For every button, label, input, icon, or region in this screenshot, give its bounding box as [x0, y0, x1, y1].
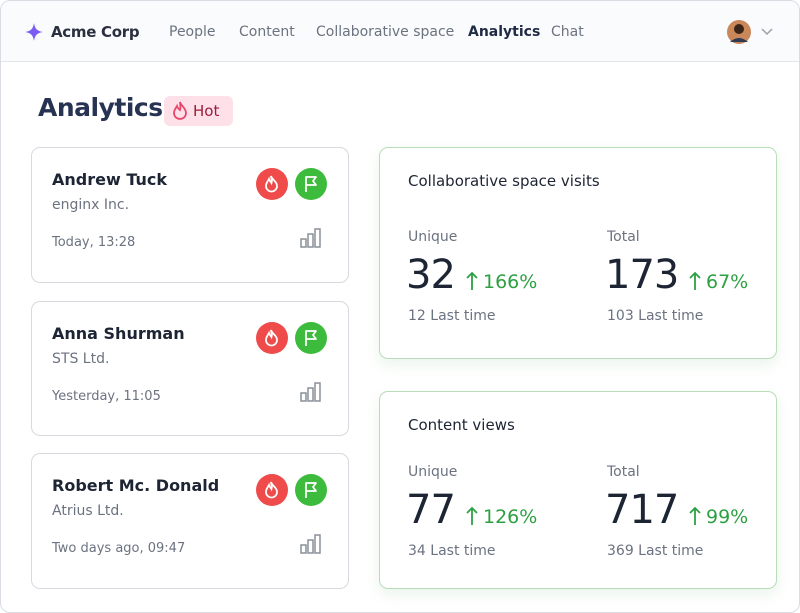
chart-icon[interactable] [300, 382, 322, 406]
metric-change: 99% [688, 506, 748, 528]
last-time: 12 Last time [408, 308, 496, 324]
last-time: 34 Last time [408, 543, 496, 559]
timestamp: Two days ago, 09:47 [52, 541, 186, 556]
metric-value: 173 [605, 252, 679, 298]
nav-bar: Acme Corp People Content Collaborative s… [1, 1, 799, 62]
chart-icon[interactable] [300, 228, 322, 252]
metric-value: 717 [605, 487, 679, 533]
logo [25, 23, 43, 41]
nav-link[interactable]: Content [239, 24, 295, 40]
contact-card[interactable]: Anna Shurman STS Ltd. Yesterday, 11:05 [31, 301, 349, 436]
contact-name: Robert Mc. Donald [52, 476, 220, 495]
badge-text: Hot [193, 102, 220, 120]
stats-title: Collaborative space visits [408, 172, 600, 190]
metric-change: 126% [465, 506, 537, 528]
last-time: 103 Last time [607, 308, 704, 324]
stats-card: Content views Unique 77 126% 34 Last time Tot… [379, 391, 777, 589]
timestamp: Today, 13:28 [52, 235, 136, 250]
flag-icon[interactable] [295, 322, 327, 354]
flag-icon[interactable] [295, 168, 327, 200]
change-value: 67% [706, 271, 749, 293]
nav-link[interactable]: People [169, 24, 216, 40]
metric-value: 77 [406, 487, 456, 533]
metric-label: Total [607, 464, 640, 480]
metric-value: 32 [406, 252, 456, 298]
contact-card[interactable]: Robert Mc. Donald Atrius Ltd. Two days ago… [31, 453, 349, 589]
hot-badge: Hot [164, 96, 233, 126]
metric-change: 67% [688, 271, 748, 293]
chart-icon[interactable] [300, 534, 322, 558]
stats-title: Content views [408, 416, 515, 434]
nav-link[interactable]: Collaborative space [316, 24, 455, 40]
nav-link[interactable]: Chat [551, 24, 584, 40]
fire-icon[interactable] [256, 168, 288, 200]
contact-name: Anna Shurman [52, 324, 185, 343]
fire-icon[interactable] [256, 474, 288, 506]
fire-icon[interactable] [256, 322, 288, 354]
change-value: 99% [706, 506, 749, 528]
change-value: 126% [483, 506, 538, 528]
last-time: 369 Last time [607, 543, 704, 559]
company: enginx Inc. [52, 197, 130, 213]
metric-label: Unique [408, 464, 458, 480]
change-value: 166% [483, 271, 538, 293]
avatar-menu[interactable] [726, 19, 776, 45]
flag-icon[interactable] [295, 474, 327, 506]
metric-label: Total [607, 229, 640, 245]
metric-change: 166% [465, 271, 537, 293]
brand[interactable]: Acme Corp [51, 23, 140, 41]
stats-card: Collaborative space visits Unique 32 166% 12… [379, 147, 777, 359]
nav-link[interactable]: Analytics [468, 24, 541, 40]
company: Atrius Ltd. [52, 503, 124, 519]
page-title: Analytics [38, 93, 163, 122]
contact-card[interactable]: Andrew Tuck enginx Inc. Today, 13:28 [31, 147, 349, 283]
timestamp: Yesterday, 11:05 [52, 389, 161, 404]
metric-label: Unique [408, 229, 458, 245]
company: STS Ltd. [52, 351, 110, 367]
contact-name: Andrew Tuck [52, 170, 167, 189]
